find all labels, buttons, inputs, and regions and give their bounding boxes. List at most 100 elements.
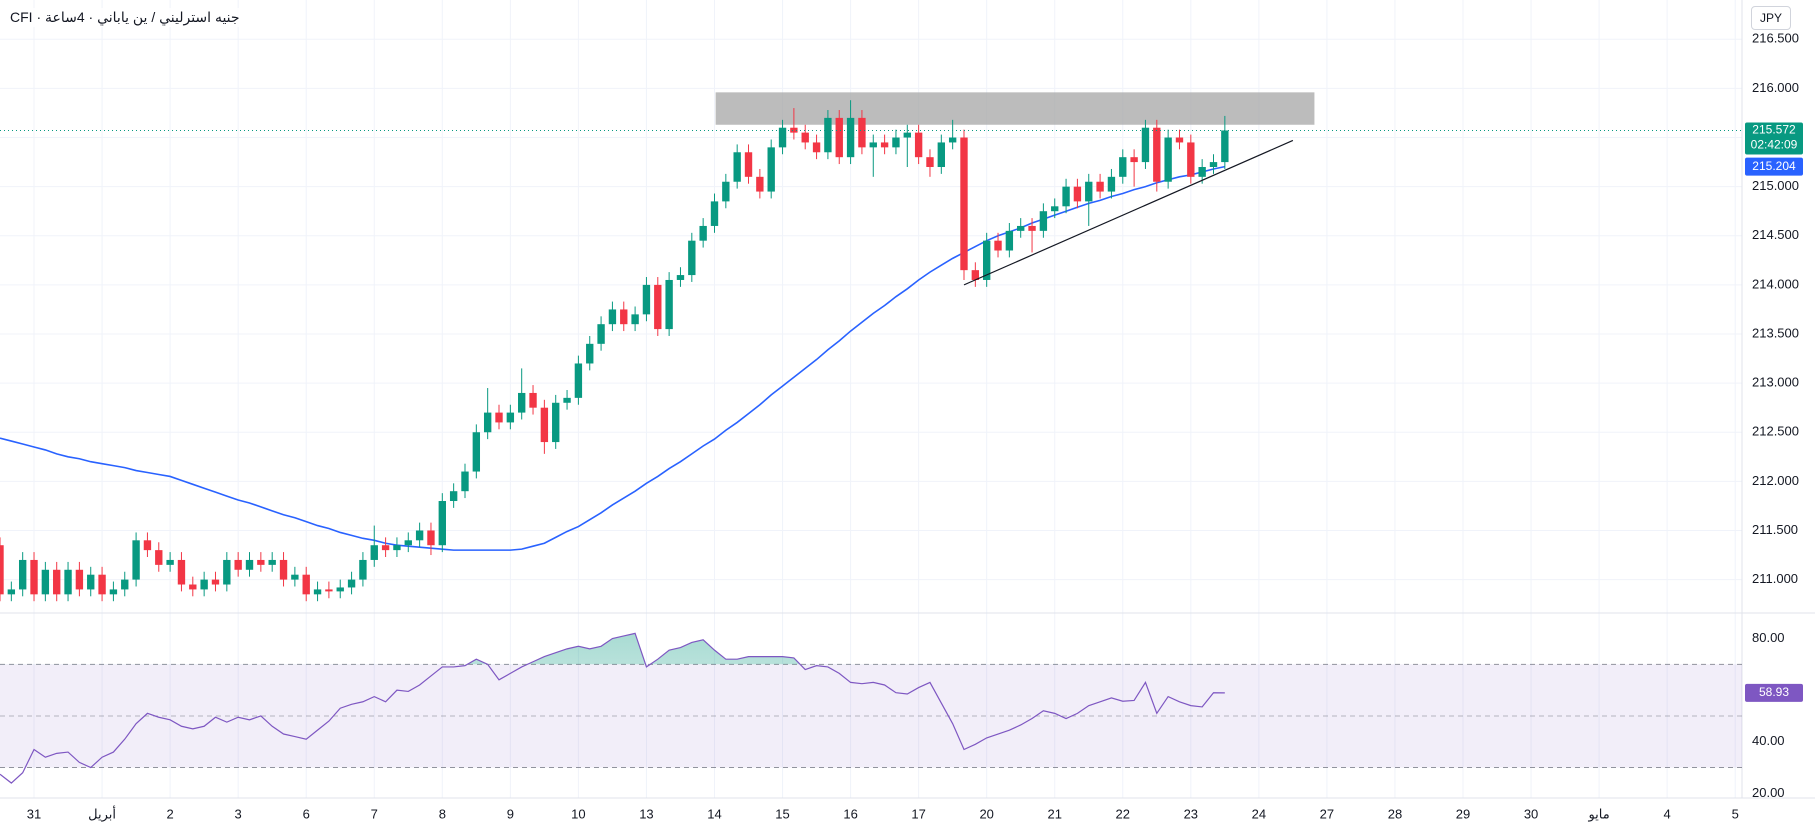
y-tick-label: 216.000 <box>1752 80 1799 95</box>
candle-body <box>710 201 719 226</box>
candle-body <box>1119 157 1127 177</box>
candle-body <box>948 137 957 143</box>
candle-body <box>177 559 186 585</box>
currency-button[interactable]: JPY <box>1751 6 1791 30</box>
candle-body <box>892 137 900 148</box>
y-tick-label: 212.500 <box>1752 424 1799 439</box>
candle-body <box>1096 181 1104 192</box>
candle-body <box>279 559 288 580</box>
candle-body <box>869 142 877 148</box>
candle-body <box>790 127 798 133</box>
last-price-label: 215.572 <box>1752 123 1796 137</box>
candle-body <box>1073 186 1082 202</box>
candle-body <box>586 343 594 364</box>
chart-title: جنيه استرليني / ين ياباني · 4ساعة · CFI <box>6 8 244 27</box>
x-tick-label: 24 <box>1252 806 1266 821</box>
rsi-line <box>0 632 1225 784</box>
candle-body <box>313 589 322 595</box>
candle-body <box>359 559 367 580</box>
candle-body <box>1175 137 1184 143</box>
y-tick-label: 216.500 <box>1752 31 1799 46</box>
candle-body <box>53 569 61 595</box>
rsi-tick-label: 80.00 <box>1752 630 1785 645</box>
x-tick-label: 13 <box>639 806 653 821</box>
candle-body <box>370 545 378 560</box>
candle-body <box>688 240 696 276</box>
x-tick-label: أبريل <box>88 805 116 822</box>
candle-body <box>722 181 730 202</box>
candle-body <box>87 574 95 590</box>
candle-body <box>302 574 310 595</box>
candle-body <box>801 132 809 143</box>
candle-body <box>914 132 923 158</box>
candle-body <box>654 284 662 330</box>
candle-body <box>1005 230 1014 251</box>
candle-body <box>461 471 469 492</box>
candle-body <box>64 569 72 595</box>
candle-body <box>563 397 571 403</box>
candle-body <box>767 147 775 192</box>
candle-body <box>30 559 38 595</box>
candle-body <box>824 117 832 153</box>
last-price-box <box>1745 122 1803 155</box>
candle-body <box>234 559 242 570</box>
candle-body <box>75 569 84 590</box>
y-tick-label: 212.000 <box>1752 473 1799 488</box>
rsi-tick-label: 20.00 <box>1752 785 1785 800</box>
candle-body <box>155 550 163 565</box>
candle-body <box>166 559 174 565</box>
candle-body <box>211 579 220 585</box>
candle-body <box>529 392 537 408</box>
x-tick-label: 6 <box>303 806 310 821</box>
ma-value-label: 215.204 <box>1752 159 1796 173</box>
candle-body <box>552 402 560 443</box>
x-tick-label: 5 <box>1732 806 1739 821</box>
candle-body <box>903 132 911 138</box>
x-tick-label: 14 <box>707 806 721 821</box>
resistance-zone <box>715 92 1315 125</box>
candle-body <box>98 574 106 595</box>
ma-value-box <box>1745 157 1803 176</box>
candle-body <box>268 559 276 565</box>
candle-body <box>245 559 254 570</box>
candle-body <box>778 127 787 148</box>
candle-body <box>1221 130 1229 163</box>
x-tick-label: 7 <box>371 806 378 821</box>
candle-body <box>483 412 492 433</box>
candle-body <box>699 225 707 241</box>
candle-body <box>1017 225 1025 231</box>
rsi-tick-label: 40.00 <box>1752 733 1785 748</box>
candle-body <box>665 279 673 330</box>
y-tick-label: 211.500 <box>1752 522 1798 537</box>
candle-body <box>608 309 617 325</box>
x-tick-label: 9 <box>507 806 514 821</box>
candle-body <box>1051 206 1059 212</box>
x-tick-label: 16 <box>843 806 857 821</box>
candle-body <box>880 142 889 148</box>
candle-body <box>427 530 435 546</box>
candle-body <box>1039 211 1048 231</box>
x-tick-label: 10 <box>571 806 585 821</box>
candle-body <box>1062 186 1070 207</box>
candle-body <box>336 587 344 592</box>
y-tick-label: 215.000 <box>1752 178 1799 193</box>
candle-body <box>1164 137 1172 182</box>
candle-body <box>540 407 549 443</box>
candle-body <box>676 275 685 280</box>
candle-body <box>438 501 446 546</box>
x-tick-label: 17 <box>911 806 925 821</box>
x-tick-label: 8 <box>439 806 446 821</box>
candle-body <box>1187 142 1195 177</box>
countdown-label: 02:42:09 <box>1751 138 1798 152</box>
candle-body <box>223 559 231 585</box>
x-tick-label: 30 <box>1524 806 1538 821</box>
y-tick-label: 213.500 <box>1752 325 1799 340</box>
candle-body <box>1107 176 1116 192</box>
candle-body <box>1198 167 1206 177</box>
candle-body <box>1085 181 1093 202</box>
candle-body <box>132 540 140 580</box>
x-tick-label: 28 <box>1388 806 1402 821</box>
candle-body <box>1141 127 1150 163</box>
x-tick-label: 20 <box>979 806 993 821</box>
